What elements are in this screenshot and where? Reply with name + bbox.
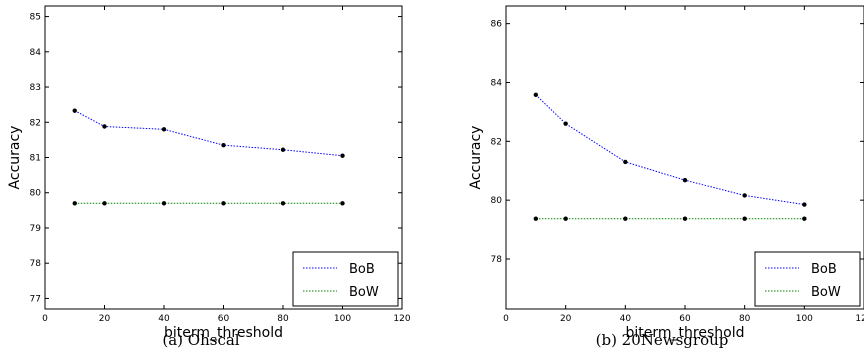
x-tick-label: 0 bbox=[42, 314, 48, 324]
chart-panel-0: 0 20 40 60 80 100 120 77 78 79 80 81 82 83 84 85 biterm_… bbox=[7, 5, 411, 349]
y-tick-label: 84 bbox=[491, 78, 503, 88]
legend-label-bow: BoW bbox=[349, 285, 379, 300]
legend-label-bob: BoB bbox=[811, 262, 837, 277]
data-point-bow bbox=[280, 201, 286, 206]
x-tick-label: 0 bbox=[503, 314, 509, 324]
data-point-bob bbox=[533, 92, 539, 98]
y-tick-label: 78 bbox=[491, 255, 503, 265]
data-point-bow bbox=[72, 201, 77, 206]
data-point-bob bbox=[682, 177, 688, 183]
x-tick-label: 80 bbox=[739, 314, 751, 324]
data-point-bow bbox=[102, 201, 107, 206]
y-tick-label: 83 bbox=[30, 83, 41, 93]
series-line-bob bbox=[535, 94, 805, 206]
x-tick-label: 120 bbox=[855, 314, 864, 324]
y-tick-label: 80 bbox=[491, 196, 503, 206]
data-point-bow bbox=[533, 216, 539, 221]
data-point-bob bbox=[802, 202, 807, 207]
legend-box bbox=[292, 251, 399, 307]
chart-caption: (b) 20Newsgroup bbox=[596, 331, 729, 349]
x-tick-label: 60 bbox=[679, 314, 691, 324]
x-axis-label: biterm_threshold bbox=[626, 325, 745, 341]
data-point-bob bbox=[161, 127, 167, 132]
x-tick-label: 40 bbox=[158, 314, 170, 324]
data-point-bow bbox=[802, 216, 807, 221]
y-axis-label: Accuracy bbox=[468, 126, 484, 190]
y-tick-label: 84 bbox=[30, 48, 42, 58]
legend: BoB BoW bbox=[754, 251, 861, 307]
data-point-bow bbox=[623, 216, 628, 221]
chart-caption: (a) Ohscal bbox=[162, 331, 239, 349]
chart-panel-1: 0 20 40 60 80 100 120 78 80 82 84 86 biterm_threshol… bbox=[468, 5, 864, 349]
data-point-bob bbox=[221, 142, 226, 148]
data-point-bow bbox=[221, 201, 226, 206]
legend: BoB BoW bbox=[292, 251, 399, 307]
legend-box bbox=[754, 251, 861, 307]
x-tick-label: 100 bbox=[796, 314, 813, 324]
y-tick-label: 85 bbox=[30, 13, 41, 23]
series-line-bob bbox=[74, 110, 343, 157]
data-point-bob bbox=[102, 124, 107, 129]
x-axis-label: biterm_threshold bbox=[164, 325, 283, 341]
y-tick-label: 79 bbox=[30, 224, 42, 234]
y-tick-label: 82 bbox=[30, 118, 41, 128]
data-point-bob bbox=[742, 193, 747, 198]
y-axis-label: Accuracy bbox=[7, 126, 23, 190]
data-point-bow bbox=[682, 216, 688, 221]
x-tick-label: 60 bbox=[218, 314, 230, 324]
data-point-bow bbox=[340, 201, 345, 206]
x-tick-label: 80 bbox=[277, 314, 289, 324]
data-point-bow bbox=[563, 216, 568, 221]
x-tick-label: 20 bbox=[99, 314, 111, 324]
data-point-bob bbox=[340, 153, 345, 158]
legend-label-bob: BoB bbox=[349, 262, 375, 277]
data-point-bow bbox=[161, 201, 167, 206]
y-tick-label: 80 bbox=[30, 189, 42, 199]
x-tick-label: 40 bbox=[620, 314, 632, 324]
data-point-bob bbox=[280, 147, 286, 152]
data-point-bob bbox=[623, 159, 628, 165]
data-point-bob bbox=[72, 108, 77, 113]
data-point-bow bbox=[742, 216, 747, 221]
x-tick-label: 120 bbox=[393, 314, 410, 324]
legend-label-bow: BoW bbox=[811, 285, 841, 300]
x-tick-label: 20 bbox=[560, 314, 572, 324]
data-point-bob bbox=[563, 121, 568, 126]
y-tick-label: 86 bbox=[491, 20, 503, 30]
y-tick-label: 81 bbox=[30, 154, 41, 164]
y-tick-label: 77 bbox=[30, 294, 41, 304]
x-tick-label: 100 bbox=[334, 314, 351, 324]
y-tick-label: 82 bbox=[491, 137, 502, 147]
y-tick-label: 78 bbox=[30, 259, 42, 269]
